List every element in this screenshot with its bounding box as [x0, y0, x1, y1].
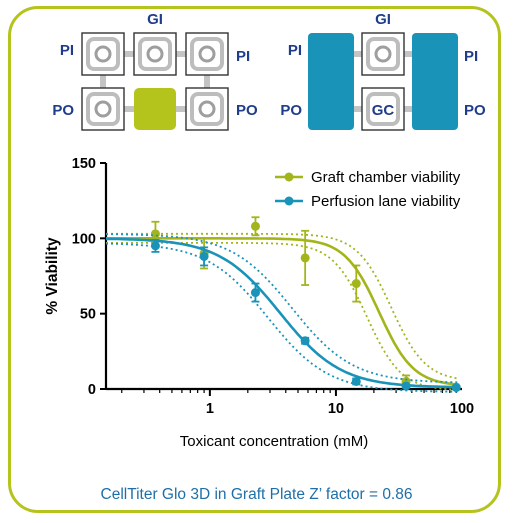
x-tick-label: 10 [328, 401, 344, 417]
perfusion-lane-right [412, 33, 458, 130]
x-tick-label: 1 [206, 401, 214, 417]
y-tick-label: 0 [88, 382, 96, 398]
confidence-band-upper [105, 233, 460, 384]
gi-label: GI [375, 11, 391, 28]
po-left-label: PO [280, 102, 302, 119]
confidence-band-lower [105, 242, 460, 393]
data-point [300, 336, 310, 346]
data-point [250, 288, 260, 298]
legend-entry: Graft chamber viability [275, 169, 461, 186]
data-point [199, 251, 209, 261]
data-point [250, 221, 260, 231]
y-tick-label: 100 [72, 231, 96, 247]
confidence-band-lower [106, 242, 460, 391]
x-tick-label: 100 [450, 401, 474, 417]
graft-plate-schematic: GI PI PI PO PO [52, 11, 258, 131]
data-point [150, 241, 160, 251]
data-point [451, 382, 461, 392]
graft-chamber-highlight [134, 88, 176, 130]
pi-left-label: PI [288, 42, 302, 59]
y-axis-label: % Viability [44, 237, 61, 315]
legend-entry: Perfusion lane viability [275, 193, 461, 210]
pi-right-label: PI [236, 48, 250, 65]
po-right-label: PO [236, 102, 258, 119]
pi-right-label: PI [464, 48, 478, 65]
fit-curve [106, 237, 460, 386]
x-axis-label: Toxicant concentration (mM) [180, 433, 368, 450]
plate-schematics: GI PI PI PO PO GC GI PI PI PO PO [52, 11, 486, 131]
data-point [351, 376, 361, 386]
gi-label: GI [147, 11, 163, 28]
y-tick-label: 150 [72, 156, 96, 172]
pi-left-label: PI [60, 42, 74, 59]
y-tick-label: 50 [80, 307, 96, 323]
confidence-band-upper [106, 232, 460, 380]
data-point [401, 381, 411, 391]
data-point [150, 229, 160, 239]
series-perfusion-lane [105, 233, 461, 393]
perfusion-lane-left [308, 33, 354, 130]
perfusion-plate-schematic: GC GI PI PI PO PO [280, 11, 486, 131]
legend-marker [284, 196, 294, 206]
fit-curve [105, 237, 460, 389]
legend-marker [284, 172, 294, 182]
gc-label: GC [372, 102, 395, 119]
legend-label: Graft chamber viability [311, 169, 461, 186]
caption: CellTiter Glo 3D in Graft Plate Z’ facto… [100, 486, 413, 503]
legend-label: Perfusion lane viability [311, 193, 461, 210]
po-left-label: PO [52, 102, 74, 119]
data-point [300, 253, 310, 263]
data-point [351, 279, 361, 289]
po-right-label: PO [464, 102, 486, 119]
viability-chart: 0 50 100 150 1 10 100 Toxicant concentration (m… [44, 156, 474, 450]
